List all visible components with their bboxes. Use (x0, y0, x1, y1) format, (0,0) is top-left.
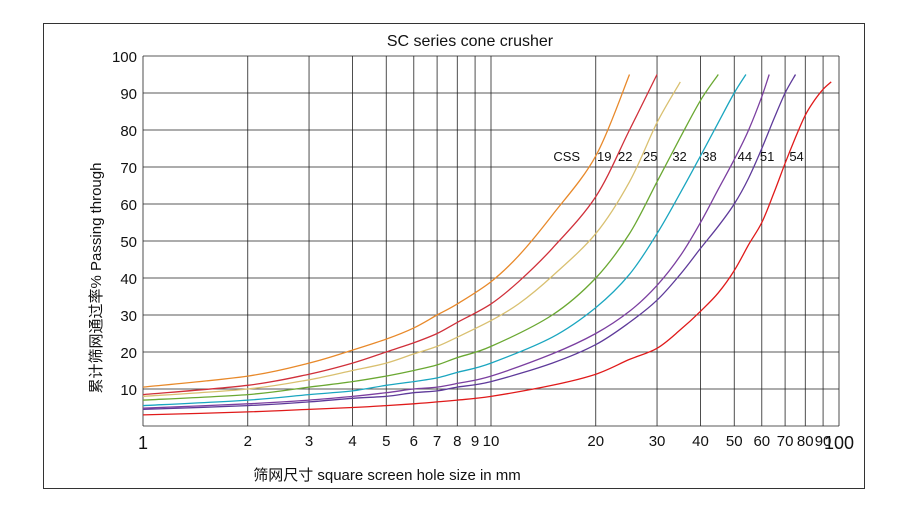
chart-frame: SC series cone crusher 10 20 30 40 50 60 70 80 9… (43, 23, 865, 489)
x-tick-label: 70 (777, 433, 794, 450)
x-tick-label: 4 (348, 433, 356, 450)
series-line-css-38 (142, 74, 747, 407)
y-tick-label: 30 (120, 308, 137, 325)
legend-label-css-44: 44 (738, 149, 752, 164)
series-line-css-44 (142, 74, 770, 409)
y-tick-label: 100 (112, 49, 137, 66)
y-tick-label: 20 (120, 345, 137, 362)
x-tick-label: 2 (244, 433, 252, 450)
grid-layer (142, 55, 840, 427)
series-line-css-22 (142, 74, 658, 396)
y-tick-label: 70 (120, 160, 137, 177)
x-tick-label: 60 (753, 433, 770, 450)
series-layer (142, 74, 832, 416)
x-tick-label: 8 (453, 433, 461, 450)
legend-label-css-32: 32 (672, 149, 686, 164)
legend-label-css-38: 38 (702, 149, 716, 164)
x-tick-label: 100 (824, 433, 854, 453)
x-tick-label: 3 (305, 433, 313, 450)
legend-prefix: CSS (553, 149, 580, 164)
x-tick-label: 40 (692, 433, 709, 450)
x-tick-label: 9 (471, 433, 479, 450)
legend-label-css-51: 51 (760, 149, 774, 164)
legend-label-css-25: 25 (643, 149, 657, 164)
y-tick-label: 40 (120, 271, 137, 288)
legend-label-css-19: 19 (597, 149, 611, 164)
x-tick-label: 20 (587, 433, 604, 450)
x-tick-label: 6 (410, 433, 418, 450)
x-tick-label: 50 (726, 433, 743, 450)
chart-title: SC series cone crusher (387, 33, 554, 50)
series-line-css-19 (142, 74, 631, 388)
y-tick-label: 10 (120, 382, 137, 399)
series-line-css-32 (142, 74, 719, 401)
x-tick-label: 7 (433, 433, 441, 450)
y-tick-label: 50 (120, 234, 137, 251)
legend-layer: CSS 19 22 25 32 38 44 51 54 (553, 149, 803, 164)
legend-label-css-54: 54 (789, 149, 803, 164)
x-tick-label: 1 (138, 433, 148, 453)
x-tick-label: 30 (649, 433, 666, 450)
series-line-css-51 (142, 74, 797, 411)
x-tick-label: 80 (797, 433, 814, 450)
y-tick-label: 60 (120, 197, 137, 214)
x-axis-label: 筛网尺寸 square screen hole size in mm (253, 467, 521, 484)
x-tick-label: 5 (382, 433, 390, 450)
y-tick-label: 90 (120, 86, 137, 103)
x-tick-label: 10 (483, 433, 500, 450)
chart-svg: SC series cone crusher 10203040506070809… (88, 33, 854, 484)
y-axis-label: 累计筛网通过率% Passing through (88, 163, 105, 394)
y-tick-label: 80 (120, 123, 137, 140)
series-line-css-25 (142, 81, 681, 398)
x-tick-label: 90 (815, 433, 832, 450)
series-line-css-54 (142, 81, 832, 416)
legend-label-css-22: 22 (618, 149, 632, 164)
